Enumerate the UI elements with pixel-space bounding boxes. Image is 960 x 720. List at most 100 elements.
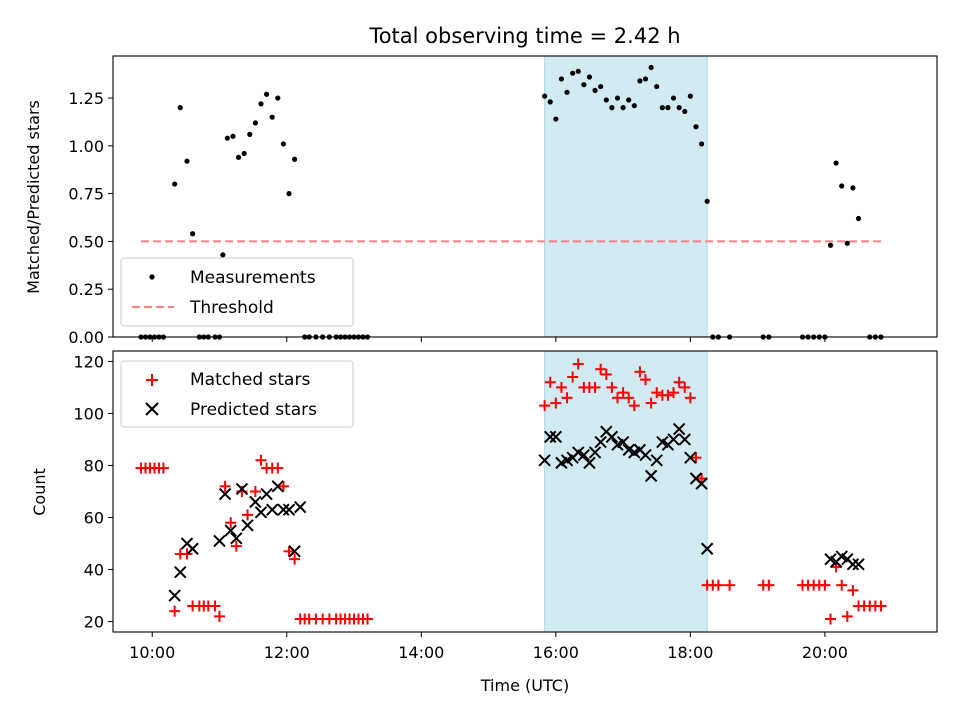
measurements-points	[138, 64, 884, 340]
predicted-star-point	[186, 542, 199, 555]
top-x-ticks	[151, 337, 826, 342]
predicted-star-point	[213, 534, 226, 548]
measurement-point	[286, 191, 292, 197]
measurement-point	[542, 93, 548, 99]
matched-star-point	[875, 600, 887, 612]
matched-star-point	[606, 381, 618, 393]
matched-star-point	[640, 374, 652, 386]
matched-star-point	[763, 579, 775, 591]
x-axis-label: Time (UTC)	[480, 676, 569, 695]
measurement-point	[586, 74, 593, 80]
matched-star-point	[539, 400, 551, 412]
y-tick-label: 120	[73, 352, 104, 371]
measurement-point	[659, 105, 665, 111]
matched-star-point	[544, 376, 556, 388]
measurement-point	[235, 154, 242, 160]
top-plot-frame	[112, 55, 938, 338]
predicted-star-point	[672, 422, 686, 436]
measurement-point	[704, 198, 710, 204]
matched-star-point	[567, 371, 579, 383]
measurement-point	[220, 252, 226, 258]
matched-star-point	[712, 579, 724, 591]
legend-threshold-label: Threshold	[189, 298, 274, 318]
y-tick-label: 0.50	[68, 232, 104, 251]
y-tick-label: 20	[84, 613, 104, 632]
measurement-point	[682, 108, 688, 115]
measurement-point	[230, 133, 236, 139]
top-legend-box	[120, 257, 354, 327]
y-tick-label: 40	[84, 561, 104, 580]
bottom-panel: 20 40 60 80 100 120 10:00 12:00 14:00 16:00 18:00…	[30, 350, 938, 695]
measurement-point	[224, 135, 230, 141]
measurement-point	[275, 95, 281, 101]
measurement-point	[241, 150, 247, 157]
matched-star-point	[214, 610, 226, 622]
matched-star-point	[289, 553, 301, 565]
measurement-point	[665, 105, 671, 111]
measurement-point	[603, 97, 609, 103]
matched-star-point	[219, 480, 231, 492]
matched-star-point	[645, 397, 657, 409]
predicted-star-point	[650, 454, 663, 467]
x-tick-label: 18:00	[667, 643, 713, 662]
matched-star-point	[841, 610, 853, 622]
top-legend: Measurements Threshold	[120, 257, 354, 327]
measurement-point	[620, 105, 626, 111]
bottom-legend: Matched stars Predicted stars	[120, 360, 354, 428]
predicted-star-point	[700, 542, 714, 555]
x-tick-label: 20:00	[802, 643, 848, 662]
measurement-point	[855, 215, 862, 222]
matched-star-point	[830, 561, 842, 573]
predicted-star-point	[235, 482, 249, 496]
top-panel: 0.00 0.25 0.50 0.75 1.00 1.25 Matched/Predict…	[24, 55, 938, 347]
matched-star-point	[662, 389, 674, 401]
matched-star-point	[277, 480, 289, 492]
matched-star-point	[225, 517, 237, 529]
matched-star-point	[595, 363, 607, 375]
y-tick-label: 0.00	[68, 328, 104, 347]
matched-star-point	[673, 376, 685, 388]
predicted-star-point	[583, 456, 596, 470]
x-tick-label: 16:00	[533, 643, 579, 662]
y-tick-label: 1.00	[68, 137, 104, 156]
matched-star-point	[555, 381, 567, 393]
matched-star-point	[361, 613, 373, 625]
measurement-point	[631, 103, 637, 109]
measurement-point	[676, 105, 682, 111]
y-tick-label: 0.25	[68, 280, 104, 299]
matched-star-point	[283, 545, 295, 557]
matched-star-point	[230, 540, 242, 552]
measurement-point	[570, 70, 576, 76]
legend-measurements-label: Measurements	[190, 268, 316, 288]
matched-star-point	[684, 392, 696, 404]
measurement-point	[553, 116, 559, 122]
measurement-point	[258, 101, 264, 107]
measurement-point	[184, 158, 190, 164]
matched-star-point	[169, 605, 181, 617]
predicted-star-point	[684, 451, 697, 464]
predicted-star-point	[271, 480, 285, 493]
predicted-star-point	[667, 433, 680, 446]
measurement-point	[177, 105, 183, 111]
x-tick-label: 10:00	[129, 643, 175, 662]
y-tick-label: 100	[73, 404, 104, 423]
bottom-x-ticks: 10:00 12:00 14:00 16:00 18:00 20:00	[129, 632, 848, 662]
measurement-point	[547, 99, 553, 105]
matched-star-point	[634, 366, 646, 378]
legend-measurements-marker	[149, 274, 155, 280]
predicted-star-point	[218, 487, 232, 501]
predicted-star-point	[282, 503, 296, 516]
measurement-point	[189, 231, 196, 237]
matched-star-point	[209, 600, 221, 612]
predicted-star-point	[174, 565, 187, 579]
matched-stars-points	[135, 358, 887, 625]
matched-star-point	[623, 392, 635, 404]
measurement-point	[280, 141, 287, 147]
matched-star-point	[819, 579, 831, 591]
y-tick-label: 80	[84, 456, 104, 475]
measurement-point	[558, 76, 565, 82]
matched-star-point	[157, 462, 169, 474]
measurement-point	[654, 83, 660, 90]
measurement-point	[687, 93, 693, 99]
predicted-star-point	[241, 519, 254, 532]
